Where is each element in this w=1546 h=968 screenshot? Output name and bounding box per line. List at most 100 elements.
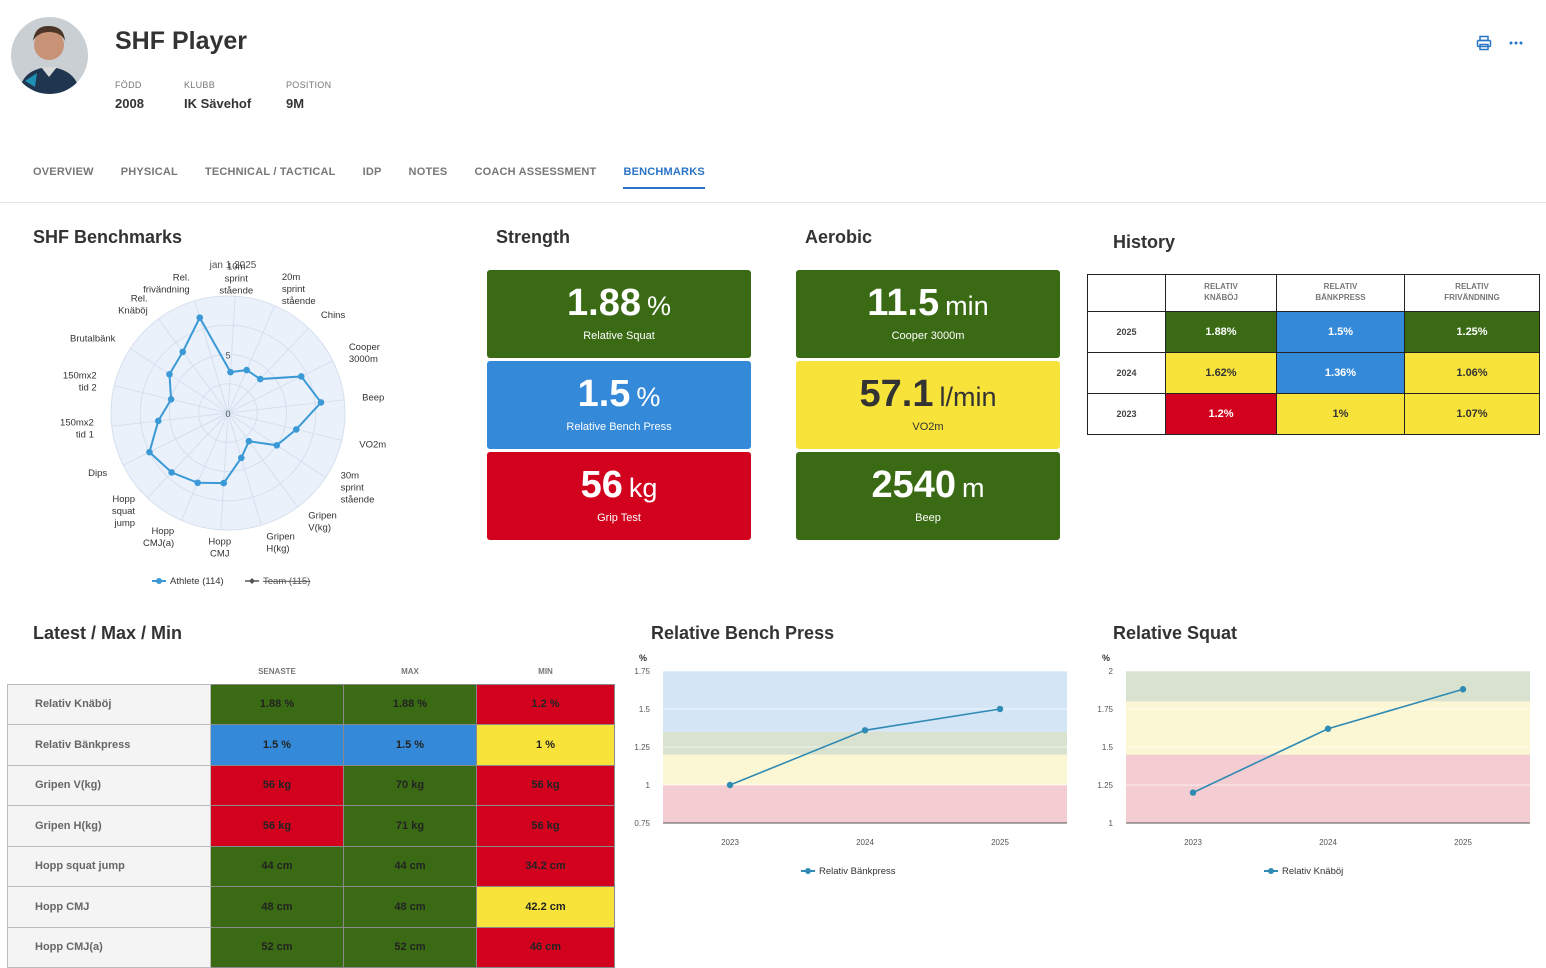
lmm-row-name: Hopp CMJ(a): [7, 926, 211, 968]
lmm-row: Hopp CMJ 48 cm 48 cm 42.2 cm: [7, 886, 615, 928]
radar-point: [196, 314, 204, 321]
lmm-row-name: Gripen V(kg): [7, 764, 211, 806]
radar-spoke: [220, 412, 229, 530]
chart-point: [1459, 686, 1467, 693]
radar-spoke: [227, 360, 333, 414]
lmm-row-name: Gripen H(kg): [7, 805, 211, 847]
radar-spoke: [123, 412, 229, 466]
lmm-cell: 1.2 %: [476, 683, 615, 725]
chart-ytick: 1.75: [634, 667, 650, 676]
kpi-tile-relative-squat: 1.88% Relative Squat: [487, 270, 751, 358]
radar-spoke: [111, 412, 229, 427]
lmm-row-name: Hopp CMJ: [7, 886, 211, 928]
player-name: SHF Player: [115, 27, 248, 55]
history-row: 2025 1.88% 1.5% 1.25%: [1087, 311, 1540, 353]
avatar: [11, 17, 88, 94]
radar-point: [166, 370, 173, 378]
radar-axis-label: Chins: [321, 310, 346, 321]
tab-benchmarks[interactable]: BENCHMARKS: [623, 166, 705, 189]
lmm-row: Hopp CMJ(a) 52 cm 52 cm 46 cm: [7, 926, 615, 968]
legend-team: Team (115): [263, 576, 310, 587]
radar-chart: jan 1 2025 0 5 10m sprint stående 20m sprint stå…: [60, 260, 386, 587]
tab-notes[interactable]: NOTES: [408, 166, 448, 178]
squat-chart-title: Relative Squat: [1113, 623, 1238, 643]
radar-point: [168, 469, 175, 476]
kpi-value: 57.1 l/min: [859, 373, 997, 415]
tab-physical[interactable]: PHYSICAL: [120, 166, 178, 178]
radar-axis-label: Dips: [88, 468, 107, 479]
radar-point: [292, 426, 300, 433]
radar-point: [167, 396, 175, 403]
radar-gridline: [198, 383, 258, 443]
chart-band: [663, 754, 1067, 785]
lmm-cell: 56 kg: [476, 764, 615, 806]
chart-band: [663, 785, 1067, 823]
lmm-row-name: Relativ Bänkpress: [7, 724, 211, 766]
tab-overview[interactable]: OVERVIEW: [33, 166, 94, 178]
chart-xtick: 2024: [1319, 838, 1337, 847]
radar-axis-label: Gripen H(kg): [266, 531, 295, 554]
kpi-unit: min: [945, 291, 989, 321]
radar-point: [237, 454, 245, 462]
chart-ytick: 1.5: [639, 705, 651, 714]
radar-tick-label: 0: [225, 409, 230, 419]
club-label: KLUBB: [184, 80, 216, 90]
radar-spoke: [130, 348, 229, 414]
radar-spoke: [227, 412, 298, 508]
history-year: 2023: [1087, 393, 1166, 435]
tab-coach-assessment[interactable]: COACH ASSESSMENT: [474, 166, 597, 178]
born-field: FÖDD 2008: [115, 80, 144, 111]
radar-point: [256, 375, 264, 383]
chart-band: [663, 731, 1067, 755]
history-header-frivandning: RELATIV FRIVÄNDNING: [1404, 274, 1540, 312]
chart-point: [726, 781, 734, 789]
lmm-cell: 52 cm: [343, 926, 477, 968]
lmm-row: Relativ Knäböj 1.88 % 1.88 % 1.2 %: [7, 683, 615, 725]
born-value: 2008: [115, 96, 144, 111]
printer-icon[interactable]: [1475, 34, 1493, 52]
lmm-cell: 56 kg: [210, 764, 344, 806]
history-title: History: [1113, 232, 1176, 252]
radar-gridline: [169, 354, 287, 472]
history-header-knaboj: RELATIV KNÄBÖJ: [1165, 274, 1277, 312]
radar-axis-label: 150mx2 tid 1: [60, 417, 94, 440]
radar-axis-label: Cooper 3000m: [349, 342, 380, 365]
chart-ytick: 2: [1109, 667, 1114, 676]
kpi-unit: m: [962, 473, 985, 503]
chart-ytick: 1: [1109, 819, 1114, 828]
kpi-tile-vo2m: 57.1 l/min VO2m: [796, 361, 1060, 449]
radar-axis-label: VO2m: [359, 440, 386, 451]
kpi-value: 56 kg: [580, 464, 658, 506]
history-cell: 1.2%: [1165, 393, 1277, 435]
radar-spoke: [227, 399, 345, 414]
chart-ylabel: %: [639, 653, 647, 663]
history-year: 2025: [1087, 311, 1166, 353]
lmm-cell: 71 kg: [343, 805, 477, 847]
chart-xtick: 2023: [721, 838, 739, 847]
tab-technical-tactical[interactable]: TECHNICAL / TACTICAL: [204, 166, 336, 178]
history-year: 2024: [1087, 352, 1166, 394]
lmm-corner: [8, 660, 211, 684]
radar-axis-label: Beep: [362, 393, 384, 404]
benchmarks-title: SHF Benchmarks: [33, 227, 183, 247]
kpi-tile-relative-bench-press: 1.5% Relative Bench Press: [487, 361, 751, 449]
lmm-title: Latest / Max / Min: [33, 623, 183, 643]
lmm-row-name: Hopp squat jump: [7, 845, 211, 887]
radar-spoke: [158, 318, 229, 414]
history-row: 2023 1.2% 1% 1.07%: [1087, 393, 1540, 435]
radar-spoke: [180, 412, 229, 521]
kpi-unit: l/min: [939, 382, 997, 412]
history-cell: 1.5%: [1276, 311, 1405, 353]
chart-ytick: 1.75: [1097, 705, 1113, 714]
chart-point: [861, 727, 869, 734]
kpi-value: 11.5 min: [867, 282, 989, 324]
legend-athlete: Athlete (114): [170, 576, 224, 587]
tab-idp[interactable]: IDP: [362, 166, 382, 178]
more-icon[interactable]: [1507, 34, 1525, 52]
chart-xtick: 2025: [1454, 838, 1472, 847]
kpi-label: VO2m: [912, 421, 944, 433]
lmm-cell: 1.5 %: [343, 724, 477, 766]
position-value: 9M: [286, 96, 305, 111]
kpi-label: Relative Bench Press: [566, 421, 672, 433]
chart-xtick: 2023: [1184, 838, 1202, 847]
